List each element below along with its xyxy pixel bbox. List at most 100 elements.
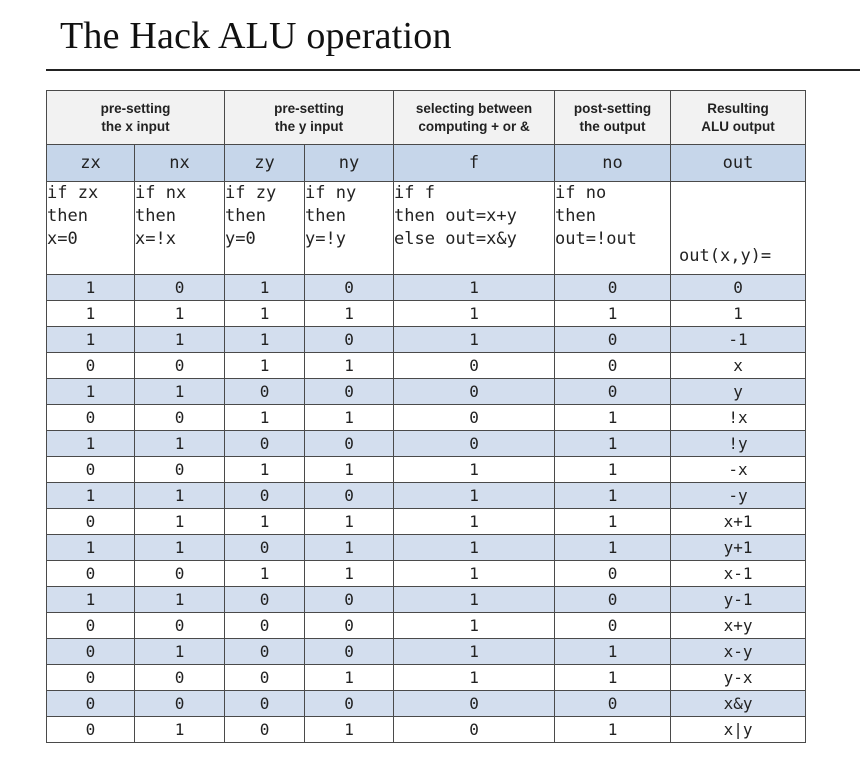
cell-no: 0 — [554, 586, 672, 613]
group-header-line: Resulting — [707, 100, 769, 116]
cell-f: 1 — [393, 664, 556, 691]
cell-out: -1 — [670, 326, 807, 353]
cell-zx: 0 — [46, 508, 135, 535]
cell-out: 1 — [670, 300, 807, 327]
cell-nx: 1 — [133, 430, 226, 457]
cell-f: 0 — [393, 716, 556, 743]
cell-no: 1 — [554, 664, 672, 691]
cell-zy: 0 — [224, 612, 306, 639]
description-line: if no — [555, 183, 607, 203]
cell-f: 0 — [393, 352, 556, 379]
table-row: 1 1 1 0 1 0 -1 — [46, 326, 807, 353]
cell-ny: 1 — [304, 352, 395, 379]
column-header-f: f — [393, 144, 556, 182]
cell-no: 1 — [554, 404, 672, 431]
description-line: then — [135, 206, 176, 226]
cell-no: 0 — [554, 326, 672, 353]
cell-no: 0 — [554, 378, 672, 405]
cell-out: !x — [670, 404, 807, 431]
cell-ny: 0 — [304, 378, 395, 405]
cell-zy: 0 — [224, 586, 306, 613]
cell-nx: 0 — [133, 664, 226, 691]
cell-ny: 0 — [304, 326, 395, 353]
cell-ny: 1 — [304, 534, 395, 561]
cell-no: 1 — [554, 508, 672, 535]
description-line: y=!y — [305, 229, 346, 249]
cell-no: 1 — [554, 638, 672, 665]
cell-zx: 0 — [46, 638, 135, 665]
cell-f: 0 — [393, 404, 556, 431]
group-header-x-input: pre-setting the x input — [45, 90, 226, 145]
cell-f: 1 — [393, 638, 556, 665]
description-line: if f — [394, 183, 435, 203]
description-f: if f then out=x+y else out=x&y — [393, 181, 556, 275]
group-header-line: the output — [579, 118, 646, 134]
cell-no: 1 — [554, 482, 672, 509]
column-header-ny: ny — [304, 144, 395, 182]
group-header-line: pre-setting — [100, 100, 171, 116]
cell-out: x&y — [670, 690, 807, 717]
cell-zy: 0 — [224, 638, 306, 665]
description-line: then — [225, 206, 266, 226]
cell-zy: 1 — [224, 300, 306, 327]
cell-zx: 0 — [46, 612, 135, 639]
cell-out: -x — [670, 456, 807, 483]
table-row: 0 0 0 1 1 1 y-x — [46, 664, 807, 691]
description-zy: if zy then y=0 — [224, 181, 306, 275]
cell-ny: 1 — [304, 664, 395, 691]
table-row: 0 0 1 1 0 1 !x — [46, 404, 807, 431]
cell-zx: 0 — [46, 456, 135, 483]
cell-ny: 0 — [304, 430, 395, 457]
cell-no: 1 — [554, 716, 672, 743]
column-header-zy: zy — [224, 144, 306, 182]
group-header-function: selecting between computing + or & — [393, 90, 556, 145]
table-row: 0 0 1 1 1 0 x-1 — [46, 560, 807, 587]
table-row: 0 1 0 1 0 1 x|y — [46, 716, 807, 743]
cell-ny: 0 — [304, 482, 395, 509]
cell-no: 1 — [554, 534, 672, 561]
table-row: 1 1 0 1 1 1 y+1 — [46, 534, 807, 561]
cell-zy: 0 — [224, 716, 306, 743]
cell-out: x+1 — [670, 508, 807, 535]
group-header-result: Resulting ALU output — [670, 90, 807, 145]
cell-no: 0 — [554, 560, 672, 587]
description-line: if zx — [47, 183, 99, 203]
description-nx: if nx then x=!x — [133, 181, 226, 275]
table-row: 1 1 0 0 0 1 !y — [46, 430, 807, 457]
group-header-output-post: post-setting the output — [554, 90, 672, 145]
cell-zy: 1 — [224, 326, 306, 353]
cell-f: 1 — [393, 300, 556, 327]
group-header-line: computing + or & — [418, 118, 530, 134]
cell-nx: 0 — [133, 612, 226, 639]
cell-ny: 0 — [304, 274, 395, 301]
cell-f: 0 — [393, 690, 556, 717]
cell-nx: 1 — [133, 326, 226, 353]
table-row: 0 0 0 0 1 0 x+y — [46, 612, 807, 639]
cell-nx: 1 — [133, 586, 226, 613]
cell-zy: 0 — [224, 482, 306, 509]
cell-ny: 0 — [304, 586, 395, 613]
cell-out: x-1 — [670, 560, 807, 587]
table-row: 1 1 0 0 1 1 -y — [46, 482, 807, 509]
column-header-row: zx nx zy ny f no out — [46, 144, 807, 182]
cell-zy: 0 — [224, 664, 306, 691]
cell-nx: 1 — [133, 534, 226, 561]
cell-zx: 0 — [46, 560, 135, 587]
cell-out: x — [670, 352, 807, 379]
cell-zy: 1 — [224, 560, 306, 587]
cell-zy: 1 — [224, 508, 306, 535]
description-no: if no then out=!out — [554, 181, 672, 275]
cell-zx: 1 — [46, 326, 135, 353]
description-line: y=0 — [225, 229, 256, 249]
cell-out: x|y — [670, 716, 807, 743]
description-row: if zx then x=0 if nx then x=!x if zy the… — [46, 181, 807, 275]
cell-f: 1 — [393, 586, 556, 613]
description-line: then — [305, 206, 346, 226]
truth-table-body: 1 0 1 0 1 0 0 1 1 1 1 1 1 1 1 1 1 0 1 0 -1 0 0 1 1 0 0 x 1 1 0 0 0 0 y 0 0 1 1… — [46, 274, 807, 743]
cell-nx: 0 — [133, 456, 226, 483]
group-header-line: ALU output — [701, 118, 775, 134]
description-line: x=0 — [47, 229, 78, 249]
table-row: 0 0 1 1 1 1 -x — [46, 456, 807, 483]
description-zx: if zx then x=0 — [46, 181, 135, 275]
